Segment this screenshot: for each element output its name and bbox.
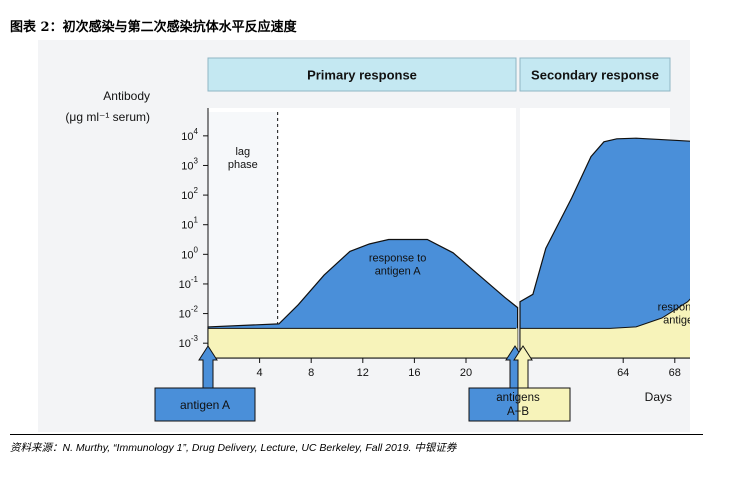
series-a-label-line2: antigen A (375, 266, 422, 278)
response-b-secondary-area (519, 298, 690, 359)
x-tick-label: 16 (408, 367, 420, 379)
source-note: 资料来源：N. Murthy, “Immunology 1”, Drug Del… (10, 442, 457, 454)
lag-phase-label-line1: lag (235, 146, 250, 158)
x-tick-label: 68 (669, 367, 681, 379)
y-axis-title-line2: (μg ml⁻¹ serum) (65, 110, 150, 124)
x-axis-title: Days (645, 390, 672, 404)
y-tick-label: 10-1 (179, 275, 199, 291)
series-a-label-line1: response to (369, 253, 426, 265)
y-axis-title-line1: Antibody (103, 89, 150, 103)
antigens-ab-label-line1: antigens (496, 392, 540, 404)
antigen-a-label: antigen A (180, 398, 230, 412)
chart-panel: Primary response Secondary response lag pha… (38, 40, 690, 432)
source-divider (10, 434, 703, 435)
y-tick-label: 10-3 (179, 334, 199, 350)
antigens-ab-label-line2: A+B (507, 406, 529, 418)
response-b-primary-area (208, 328, 518, 358)
y-tick-label: 104 (181, 127, 198, 143)
series-b-label-line2: antigen B (663, 315, 690, 327)
y-tick-label: 10-2 (179, 305, 199, 321)
header-label-primary: Primary response (307, 68, 417, 83)
response-a-secondary-area (519, 137, 690, 359)
x-tick-label: 64 (617, 367, 629, 379)
antigen-a-box (154, 387, 256, 422)
y-tick-label: 101 (181, 216, 198, 232)
y-tick-label: 102 (181, 186, 198, 202)
antibody-response-chart: Primary response Secondary response lagpha… (65, 57, 690, 422)
figure-title: 图表 2：初次感染与第二次感染抗体水平反应速度 (10, 20, 297, 35)
y-tick-label: 100 (181, 245, 198, 261)
series-b-label-line1: response to (658, 302, 690, 314)
lag-phase-label-line2: phase (228, 159, 258, 171)
header-band-primary (207, 57, 517, 92)
y-tick-label: 103 (181, 156, 198, 172)
header-label-secondary: Secondary response (531, 68, 659, 83)
antigens-ab-box-yellow (517, 387, 571, 422)
lag-phase-region (208, 112, 278, 358)
antigens-ab-box-blue (468, 387, 519, 422)
x-tick-label: 8 (308, 367, 314, 379)
header-band-secondary (519, 57, 671, 92)
x-tick-label: 20 (460, 367, 472, 379)
x-tick-label: 4 (257, 367, 263, 379)
x-tick-label: 12 (357, 367, 369, 379)
